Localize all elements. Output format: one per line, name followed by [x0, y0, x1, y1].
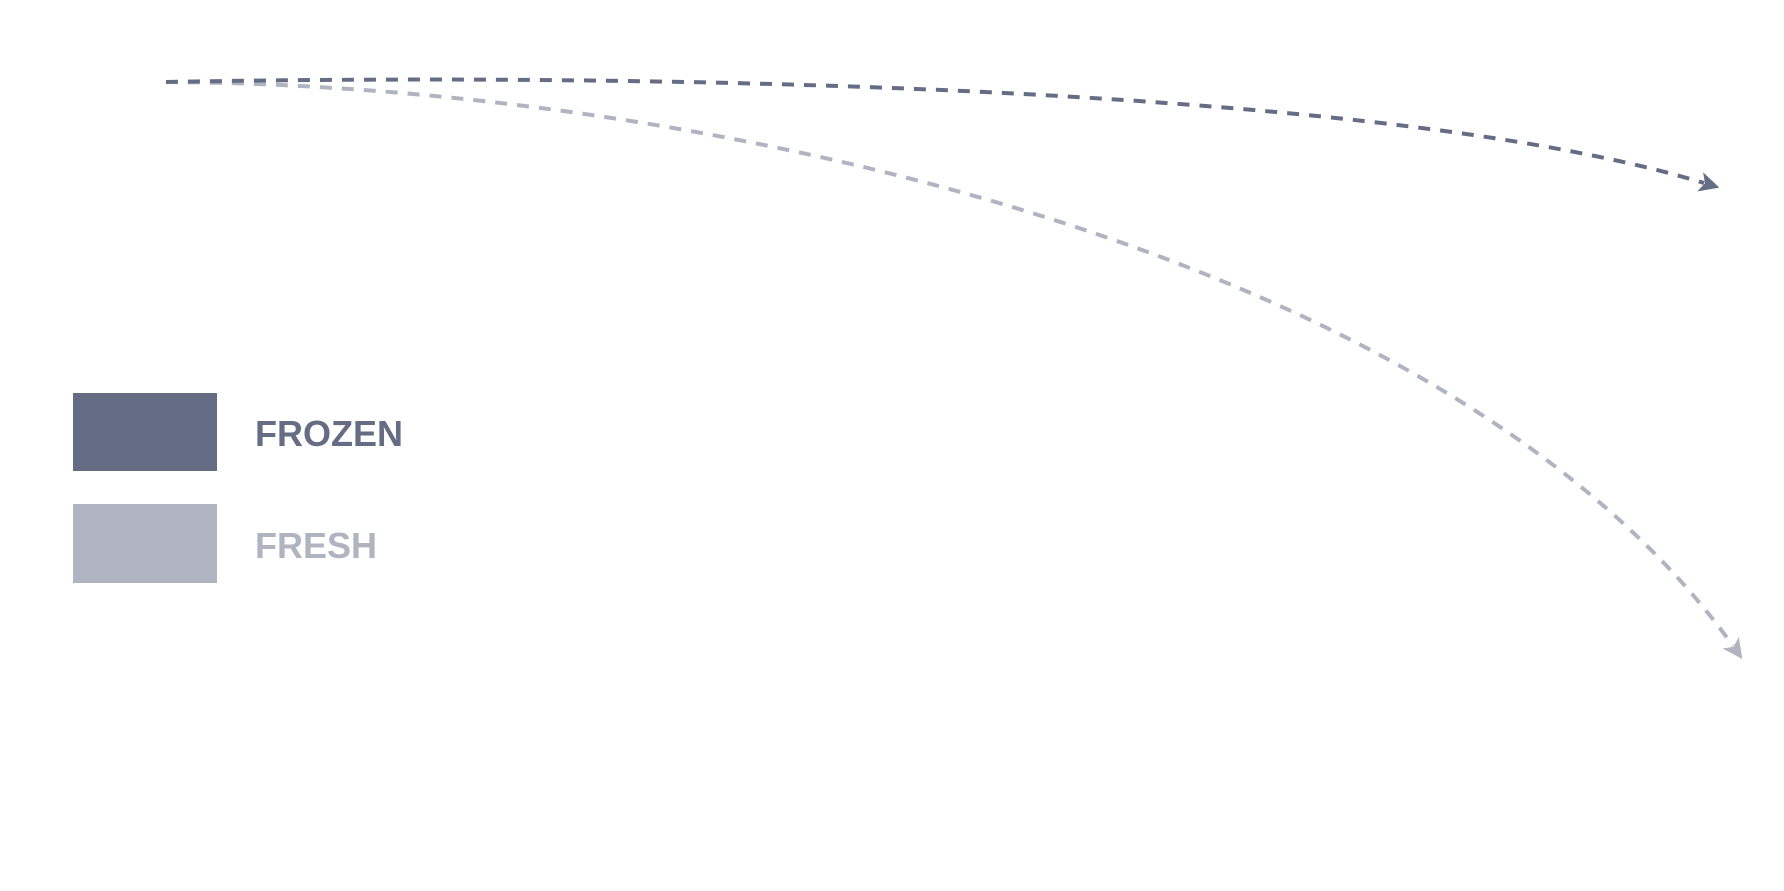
- fresh-arrow: [165, 80, 1743, 660]
- frozen-arrow: [165, 77, 1720, 192]
- legend-label: FRESH: [255, 525, 377, 566]
- legend-swatch-fresh: [73, 504, 217, 583]
- legend-swatch-frozen: [73, 393, 217, 471]
- legend-label: FROZEN: [255, 413, 403, 454]
